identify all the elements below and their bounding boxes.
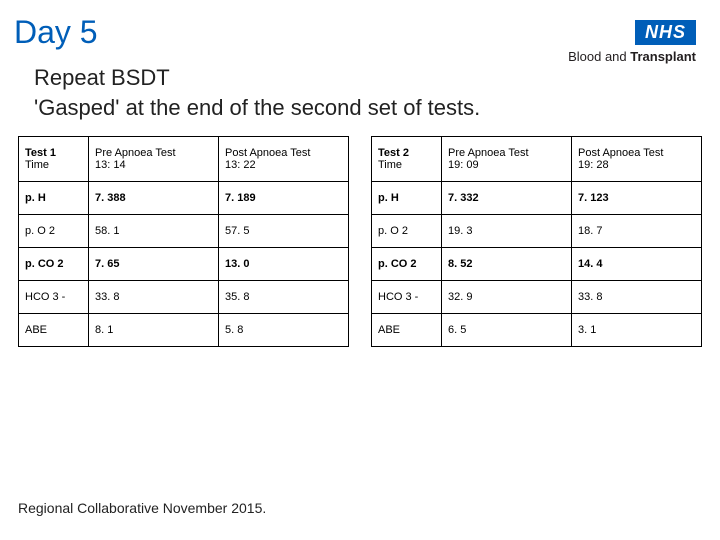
- table-row: HCO 3 -33. 835. 8: [19, 281, 349, 314]
- header-cell: Post Apnoea Test 19: 28: [572, 137, 702, 182]
- table-cell: 19. 3: [442, 215, 572, 248]
- table-cell: p. O 2: [19, 215, 89, 248]
- table-row: p. H7. 3327. 123: [372, 182, 702, 215]
- header-cell: Test 2 Time: [372, 137, 442, 182]
- table-cell: HCO 3 -: [372, 281, 442, 314]
- table-cell: 7. 65: [89, 248, 219, 281]
- header-cell: Post Apnoea Test 13: 22: [219, 137, 349, 182]
- subtitle-line-1: Repeat BSDT: [34, 63, 720, 93]
- table-cell: ABE: [19, 314, 89, 347]
- tables-container: Test 1 Time Pre Apnoea Test 13: 14 Post …: [0, 122, 720, 347]
- table-row: p. O 258. 157. 5: [19, 215, 349, 248]
- table-cell: 58. 1: [89, 215, 219, 248]
- table-cell: p. O 2: [372, 215, 442, 248]
- table-cell: 7. 388: [89, 182, 219, 215]
- test2-table: Test 2 Time Pre Apnoea Test 19: 09 Post …: [371, 136, 702, 347]
- table-row: ABE8. 15. 8: [19, 314, 349, 347]
- table-cell: p. CO 2: [372, 248, 442, 281]
- table-cell: p. H: [19, 182, 89, 215]
- table-row: p. CO 27. 6513. 0: [19, 248, 349, 281]
- table-cell: HCO 3 -: [19, 281, 89, 314]
- table-row: p. H7. 3887. 189: [19, 182, 349, 215]
- table-cell: 7. 332: [442, 182, 572, 215]
- table-header-row: Test 1 Time Pre Apnoea Test 13: 14 Post …: [19, 137, 349, 182]
- table-cell: 8. 1: [89, 314, 219, 347]
- header-cell: Pre Apnoea Test 19: 09: [442, 137, 572, 182]
- header-cell: Test 1 Time: [19, 137, 89, 182]
- table-cell: 13. 0: [219, 248, 349, 281]
- table-cell: 32. 9: [442, 281, 572, 314]
- table-cell: 35. 8: [219, 281, 349, 314]
- table-cell: 5. 8: [219, 314, 349, 347]
- table-cell: 3. 1: [572, 314, 702, 347]
- table-cell: 57. 5: [219, 215, 349, 248]
- table-cell: p. CO 2: [19, 248, 89, 281]
- table-cell: 18. 7: [572, 215, 702, 248]
- subtitle-line-2: 'Gasped' at the end of the second set of…: [34, 93, 720, 123]
- table-row: p. O 219. 318. 7: [372, 215, 702, 248]
- subtitle: Repeat BSDT 'Gasped' at the end of the s…: [0, 59, 720, 122]
- table-cell: 14. 4: [572, 248, 702, 281]
- footer-text: Regional Collaborative November 2015.: [18, 500, 266, 516]
- table-cell: 33. 8: [572, 281, 702, 314]
- table-row: ABE6. 53. 1: [372, 314, 702, 347]
- nhs-logo: NHS Blood and Transplant: [568, 20, 696, 64]
- table-cell: 8. 52: [442, 248, 572, 281]
- table-header-row: Test 2 Time Pre Apnoea Test 19: 09 Post …: [372, 137, 702, 182]
- table-row: p. CO 28. 5214. 4: [372, 248, 702, 281]
- table-cell: 7. 123: [572, 182, 702, 215]
- table-cell: ABE: [372, 314, 442, 347]
- header-cell: Pre Apnoea Test 13: 14: [89, 137, 219, 182]
- table-cell: p. H: [372, 182, 442, 215]
- test1-table: Test 1 Time Pre Apnoea Test 13: 14 Post …: [18, 136, 349, 347]
- table-cell: 6. 5: [442, 314, 572, 347]
- table-cell: 7. 189: [219, 182, 349, 215]
- nhs-box: NHS: [635, 20, 696, 45]
- table-row: HCO 3 -32. 933. 8: [372, 281, 702, 314]
- table-cell: 33. 8: [89, 281, 219, 314]
- nhs-logo-subtext: Blood and Transplant: [568, 49, 696, 64]
